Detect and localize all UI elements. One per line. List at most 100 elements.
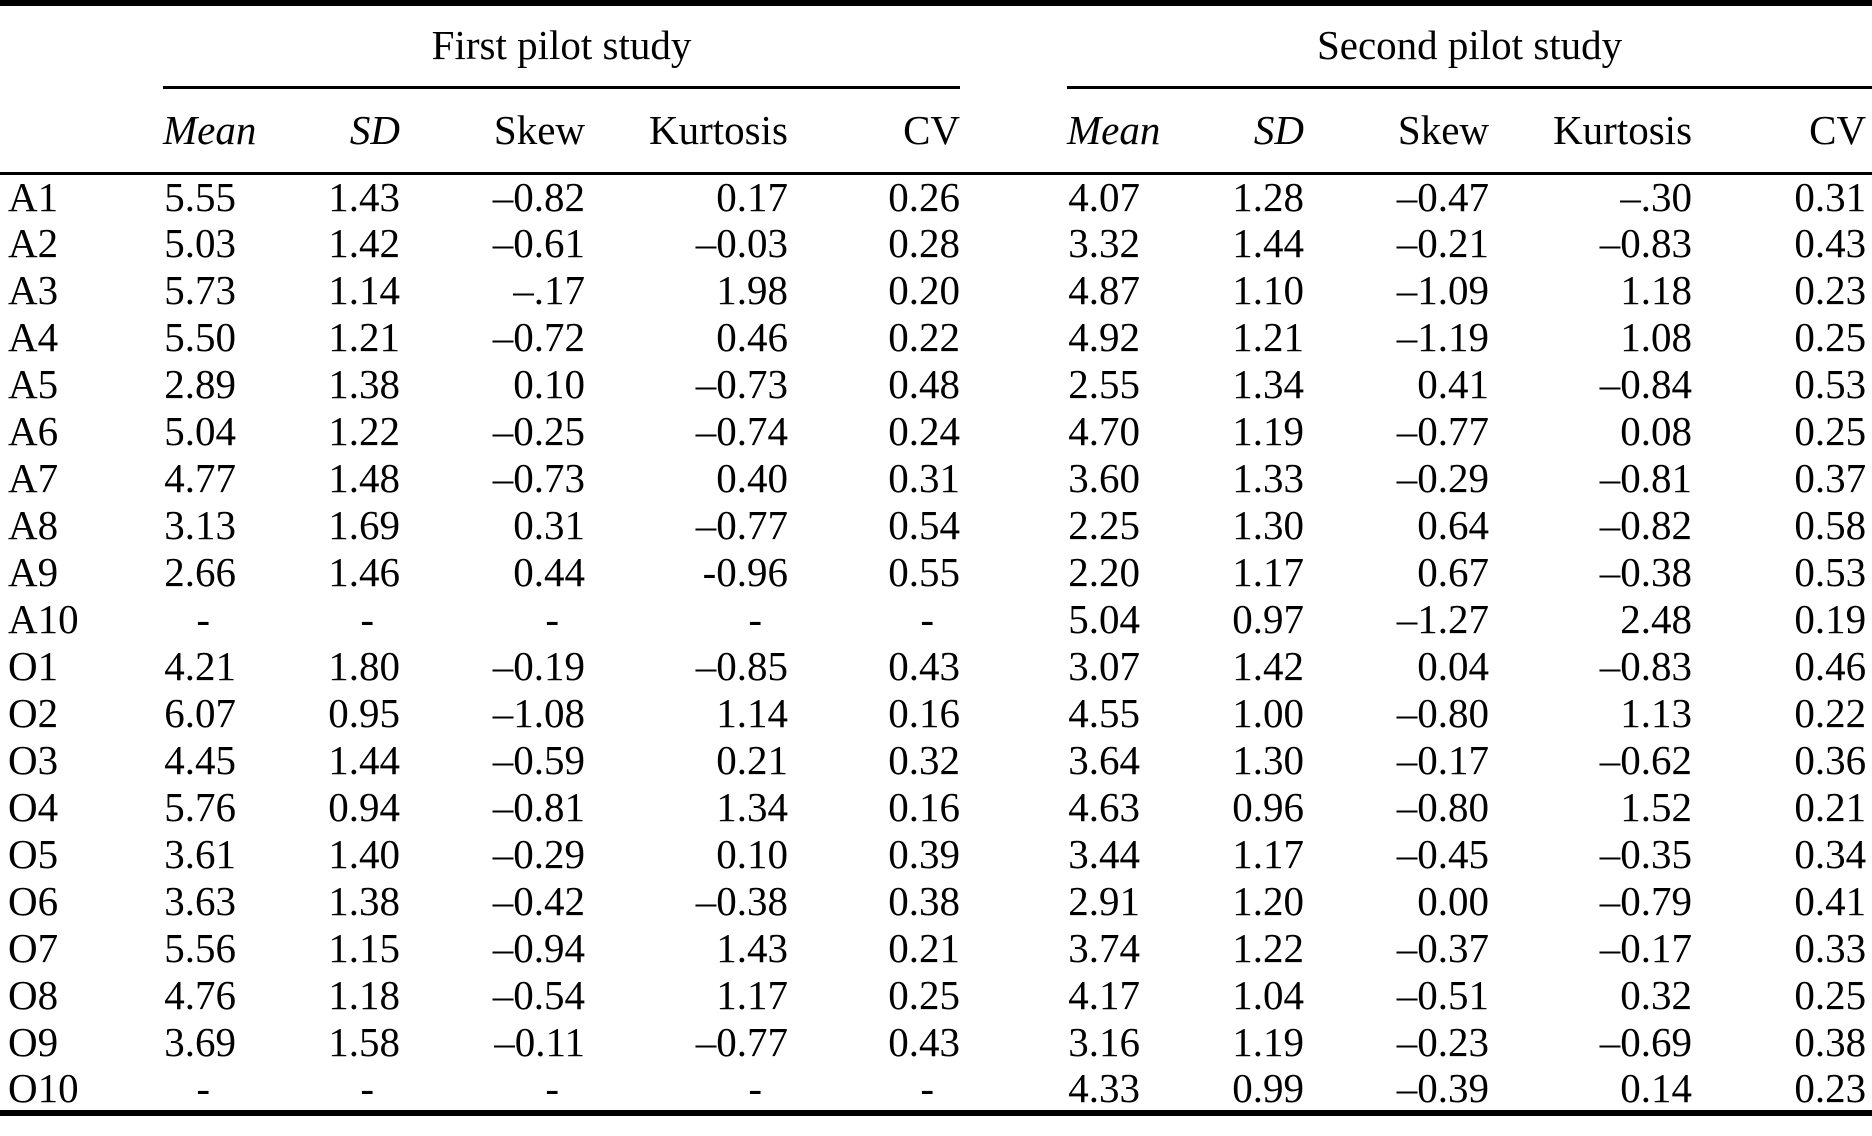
table-row: A7 4.77 1.48 –0.73 0.40 0.31 3.60 1.33 –0.29 –0.8… (0, 455, 1872, 502)
cell-first-mean: - (196, 1064, 210, 1111)
row-label: O5 (8, 831, 59, 877)
cell-first-sd: 1.69 (328, 502, 400, 548)
cell-second-kurtosis: –.30 (1620, 173, 1693, 220)
cell-first-kurtosis: - (748, 596, 762, 642)
cell-second-kurtosis: 0.32 (1620, 972, 1693, 1018)
cell-first-skew: –0.54 (492, 972, 585, 1018)
cell-second-sd: 1.04 (1232, 972, 1305, 1018)
cell-first-mean: - (196, 596, 210, 642)
cell-second-skew: –0.45 (1396, 831, 1490, 877)
col-header-sd-first: SD (236, 87, 400, 175)
cell-first-sd: 0.94 (328, 784, 400, 830)
cell-second-skew: 0.41 (1417, 361, 1490, 407)
cell-first-cv: 0.25 (888, 972, 961, 1018)
table-row: O3 4.45 1.44 –0.59 0.21 0.32 3.64 1.30 –0.17 –0.6… (0, 737, 1872, 784)
cell-first-skew: 0.44 (513, 549, 585, 595)
col-header-mean-second: Mean (1067, 87, 1160, 175)
cell-second-cv: 0.53 (1794, 549, 1867, 595)
cell-second-mean: 2.25 (1068, 502, 1141, 548)
cell-first-mean: 3.69 (164, 1019, 236, 1065)
cell-second-mean: 3.44 (1068, 831, 1141, 877)
cell-second-cv: 0.36 (1794, 737, 1867, 783)
gutter-cell (960, 549, 1067, 596)
cell-second-sd: 1.44 (1232, 220, 1305, 266)
cell-second-cv: 0.43 (1794, 220, 1867, 266)
cell-second-kurtosis: –0.38 (1599, 549, 1693, 595)
cell-first-cv: 0.28 (888, 220, 961, 266)
cell-first-sd: 1.38 (328, 878, 400, 924)
cell-first-cv: 0.31 (888, 455, 961, 501)
cell-second-mean: 2.20 (1068, 549, 1141, 595)
cell-second-sd: 1.34 (1232, 361, 1305, 407)
cell-second-kurtosis: 2.48 (1620, 596, 1693, 642)
cell-first-cv: 0.21 (888, 925, 961, 971)
cell-first-kurtosis: 0.21 (716, 737, 788, 783)
table-row: O6 3.63 1.38 –0.42 –0.38 0.38 2.91 1.20 0.00 –0.7… (0, 878, 1872, 925)
cell-first-mean: 4.21 (164, 643, 236, 689)
cell-first-kurtosis: 0.40 (716, 455, 788, 501)
cell-second-sd: 0.97 (1232, 596, 1305, 642)
col-header-cv-first: CV (788, 87, 961, 175)
gutter-cell (960, 408, 1067, 455)
table-row: O2 6.07 0.95 –1.08 1.14 0.16 4.55 1.00 –0.80 1.13… (0, 690, 1872, 737)
gutter-cell (960, 831, 1067, 878)
gutter-cell (960, 1066, 1067, 1113)
cell-first-skew: 0.31 (513, 502, 585, 548)
cell-second-cv: 0.31 (1794, 173, 1867, 220)
cell-first-skew: –0.29 (492, 831, 585, 877)
cell-first-kurtosis: –0.73 (695, 361, 788, 407)
cell-first-skew: - (545, 1064, 559, 1111)
gutter-cell (960, 972, 1067, 1019)
col-header-sd-second: SD (1140, 87, 1305, 175)
row-label: A10 (8, 596, 79, 642)
row-label: O10 (8, 1064, 79, 1111)
cell-second-skew: –1.27 (1396, 596, 1490, 642)
cell-first-sd: 1.44 (328, 737, 400, 783)
gutter-cell (960, 3, 1067, 87)
cell-first-skew: –0.73 (492, 455, 585, 501)
cell-first-sd: 1.38 (328, 361, 400, 407)
cell-second-cv: 0.25 (1794, 408, 1867, 454)
row-label: O1 (8, 643, 59, 689)
cell-first-skew: –0.61 (492, 220, 585, 266)
cell-first-kurtosis: –0.85 (695, 643, 788, 689)
row-label: A4 (8, 314, 59, 360)
cell-first-mean: 3.63 (164, 878, 236, 924)
cell-second-skew: –0.77 (1396, 408, 1490, 454)
table-row: O9 3.69 1.58 –0.11 –0.77 0.43 3.16 1.19 –0.23 –0.… (0, 1019, 1872, 1066)
cell-second-sd: 1.20 (1232, 878, 1305, 924)
table-row: A1 5.55 1.43 –0.82 0.17 0.26 4.07 1.28 –0.47 –.30… (0, 173, 1872, 220)
cell-second-skew: 0.64 (1417, 502, 1490, 548)
cell-first-mean: 6.07 (164, 690, 236, 736)
column-header-row: Mean SD Skew Kurtosis CV Mean SD Skew Ku… (0, 87, 1872, 175)
cell-first-sd: 1.46 (328, 549, 400, 595)
cell-first-skew: –0.94 (492, 925, 585, 971)
cell-second-kurtosis: –0.17 (1599, 925, 1693, 971)
cell-second-skew: –1.19 (1396, 314, 1490, 360)
cell-second-sd: 1.30 (1232, 502, 1305, 548)
cell-second-kurtosis: –0.81 (1599, 455, 1693, 501)
row-label: A3 (8, 267, 59, 313)
cell-second-mean: 4.87 (1068, 267, 1141, 313)
gutter-cell (960, 1019, 1067, 1066)
cell-first-kurtosis: 1.34 (716, 784, 788, 830)
cell-first-mean: 4.77 (164, 455, 236, 501)
col-header-skew-second: Skew (1304, 87, 1490, 175)
cell-second-cv: 0.34 (1794, 831, 1867, 877)
cell-second-sd: 1.30 (1232, 737, 1305, 783)
table-row: A5 2.89 1.38 0.10 –0.73 0.48 2.55 1.34 0.41 –0.84… (0, 361, 1872, 408)
cell-first-kurtosis: –0.77 (695, 1019, 788, 1065)
gutter-cell (960, 643, 1067, 690)
cell-second-mean: 3.07 (1068, 643, 1141, 689)
cell-first-sd: 1.40 (328, 831, 400, 877)
cell-first-mean: 5.04 (164, 408, 236, 454)
cell-second-kurtosis: –0.83 (1599, 643, 1693, 689)
row-label: A9 (8, 549, 59, 595)
cell-second-cv: 0.33 (1794, 925, 1867, 971)
row-label: A2 (8, 220, 59, 266)
cell-first-mean: 5.50 (164, 314, 236, 360)
cell-first-cv: 0.22 (888, 314, 961, 360)
cell-first-cv: 0.20 (888, 267, 961, 313)
gutter-cell (960, 784, 1067, 831)
